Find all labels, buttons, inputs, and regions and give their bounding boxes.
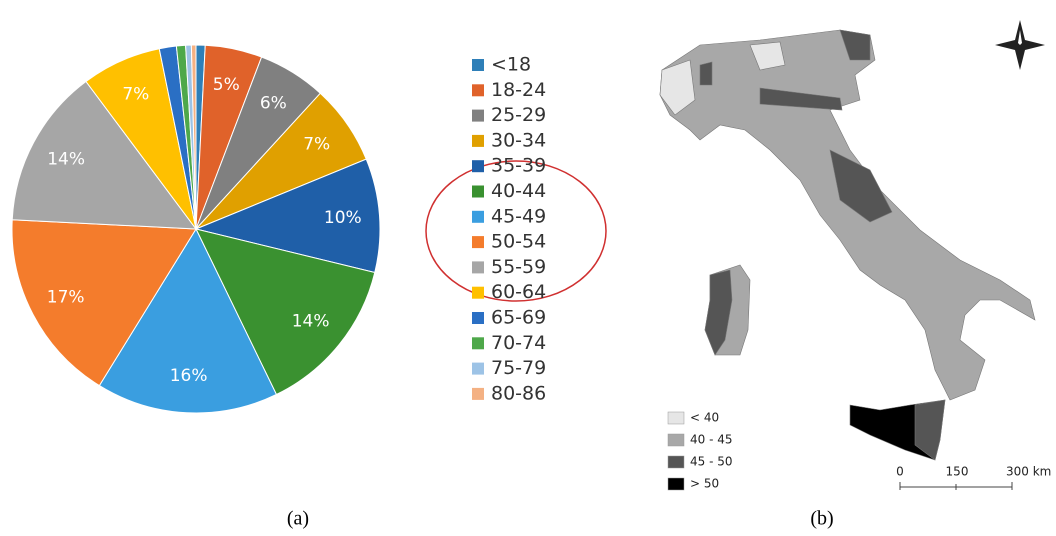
caption: (a) (287, 508, 309, 530)
legend-label: <18 (491, 54, 531, 76)
legend-swatch (472, 160, 484, 173)
slice-label: 14% (292, 311, 330, 331)
map-legend-label: 45 - 50 (690, 455, 733, 469)
map-legend-swatch (667, 477, 685, 491)
pie-slice (194, 158, 381, 274)
legend-swatch (472, 387, 484, 400)
sardinia-dark (704, 269, 733, 356)
legend-swatch (472, 286, 484, 299)
legend-label: 25-29 (491, 104, 546, 126)
legend-label: 80-86 (491, 382, 546, 404)
legend-swatch (472, 134, 484, 147)
scale-label: 150 (946, 465, 969, 479)
legend-label: 50-54 (491, 231, 546, 253)
legend-swatch (472, 185, 484, 198)
legend-label: 65-69 (491, 307, 546, 329)
pie-slice (11, 219, 197, 387)
sicily-dark (914, 399, 946, 461)
slice-label: 14% (47, 150, 85, 170)
slice-label: 17% (47, 287, 85, 307)
region-dark (829, 149, 893, 223)
legend-label: 55-59 (491, 256, 546, 278)
legend-label: 60-64 (491, 281, 546, 303)
mainland (659, 29, 1036, 401)
map-legend-swatch (667, 455, 685, 469)
slice-label: 7% (122, 85, 149, 105)
map-legend-swatch (667, 433, 685, 447)
legend-swatch (472, 312, 484, 324)
region-light (749, 41, 786, 71)
scale-label: 0 (896, 465, 904, 479)
legend-swatch (472, 261, 484, 274)
legend-label: 40-44 (491, 180, 546, 202)
region-dark (839, 29, 871, 61)
region-dark (699, 61, 713, 86)
legend-label: 35-39 (491, 155, 546, 177)
legend-label: 18-24 (491, 79, 546, 101)
pie-slice (195, 228, 376, 396)
caption: (b) (810, 508, 833, 530)
scale-label: 300 km (1006, 465, 1051, 479)
highlight-ellipse (425, 160, 607, 302)
slice-label: 7% (303, 135, 330, 155)
region-dark (759, 87, 843, 111)
map-legend-label: > 50 (690, 477, 719, 491)
pie-slice (190, 44, 197, 230)
map-legend-label: 40 - 45 (690, 433, 733, 447)
pie-chart: 5% 6% 7% 10% 14% 16% 17% 14% 7% (11, 44, 381, 414)
legend-swatch (472, 362, 484, 375)
legend-label: 70-74 (491, 332, 546, 354)
legend-swatch (472, 210, 484, 223)
map-legend-swatch (667, 411, 685, 425)
slice-label: 6% (260, 94, 287, 114)
pie-slice (98, 227, 278, 414)
slice-label: 16% (170, 366, 208, 386)
legend-swatch (472, 59, 484, 71)
scale-bar (899, 482, 1013, 490)
map (659, 29, 1036, 461)
legend-swatch (472, 236, 484, 249)
slice-label: 5% (213, 75, 240, 95)
compass (995, 20, 1045, 70)
legend-swatch (472, 337, 484, 350)
legend-label: 30-34 (491, 129, 546, 151)
map-legend: < 40 40 - 45 45 - 50 > 50 (667, 411, 733, 491)
legend-label: 45-49 (491, 205, 546, 227)
slice-label: 10% (324, 208, 362, 228)
legend-swatch (472, 84, 484, 97)
map-legend-label: < 40 (690, 411, 719, 425)
region-light (659, 59, 696, 116)
legend-label: 75-79 (491, 357, 546, 379)
legend-swatch (472, 109, 484, 122)
pie-slice (11, 80, 198, 230)
